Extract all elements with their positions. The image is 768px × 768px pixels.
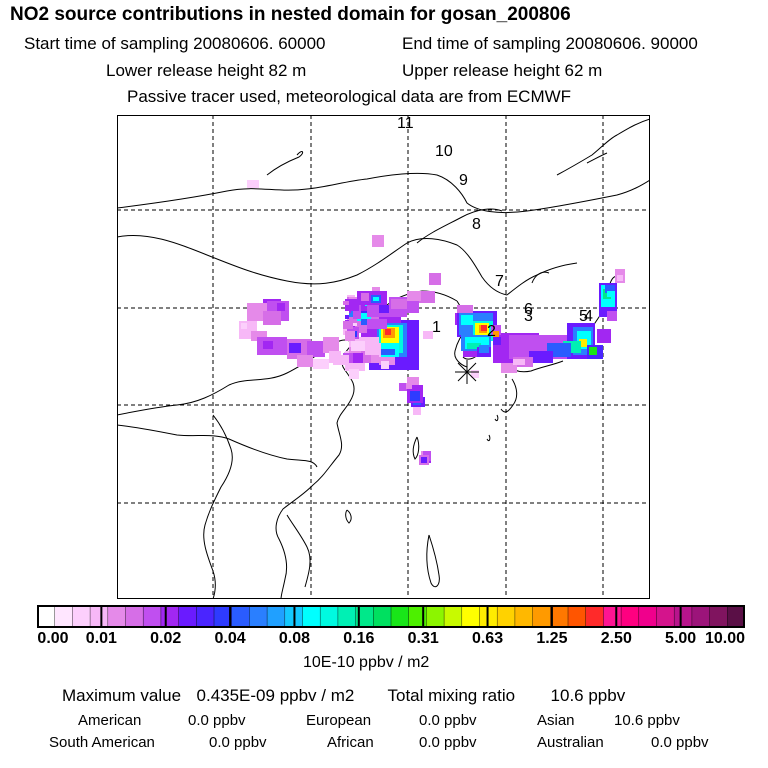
trajectory-label-2: 2	[487, 323, 496, 340]
color-scale-cell	[514, 605, 534, 628]
south-china-field	[406, 383, 429, 465]
trajectory-label-5: 5	[579, 308, 588, 325]
color-scale-cell	[656, 605, 675, 628]
color-scale-cell	[638, 605, 657, 628]
color-scale-cell	[691, 605, 711, 628]
source-name-australian: Australian	[537, 734, 604, 751]
color-scale-cell	[391, 605, 410, 628]
color-scale-cell	[373, 605, 392, 628]
japan-field	[513, 285, 615, 365]
color-scale-cell	[196, 605, 215, 628]
color-scale-tick-label: 0.01	[85, 630, 117, 647]
color-scale-cell	[568, 605, 587, 628]
color-scale-cell	[532, 605, 551, 628]
color-scale-cell	[143, 605, 162, 628]
lower-height-label: Lower release height 82 m	[106, 61, 307, 80]
color-scale-cell	[72, 605, 91, 628]
color-scale-cell	[214, 605, 233, 628]
total-mixing-value: 10.6 ppbv	[550, 686, 626, 705]
color-scale-cell	[107, 605, 126, 628]
color-scale-cell	[37, 605, 56, 628]
color-scale-tick-label: 0.16	[343, 630, 375, 647]
color-scale-cell	[603, 605, 622, 628]
map-panel: 11 10 9 8 7 6 3 5 4 2 1	[117, 115, 650, 599]
color-scale-cell	[90, 605, 109, 628]
color-scale-tick-label: 0.00	[37, 630, 69, 647]
source-value-australian: 0.0 ppbv	[651, 734, 709, 751]
color-scale-cell	[709, 605, 728, 628]
color-scale-units: 10E-10 ppbv / m2	[303, 654, 430, 671]
color-scale-tick-label: 0.31	[407, 630, 439, 647]
color-scale-cell	[426, 605, 445, 628]
color-scale-cell	[497, 605, 516, 628]
color-scale-tick-label: 0.04	[214, 630, 246, 647]
color-scale-tick-label: 0.63	[471, 630, 504, 647]
source-name-european: European	[306, 712, 372, 729]
trajectory-label-11: 11	[397, 115, 414, 132]
color-scale-frame	[37, 605, 745, 628]
color-scale-cell	[231, 605, 250, 628]
source-value-european: 0.0 ppbv	[419, 712, 477, 729]
upper-height-label: Upper release height 62 m	[402, 61, 603, 80]
color-scale-cell	[249, 605, 268, 628]
trajectory-label-8: 8	[472, 216, 481, 233]
color-scale-cell	[355, 605, 374, 628]
source-value-american: 0.0 ppbv	[188, 712, 246, 729]
trajectory-label-3: 3	[524, 308, 533, 325]
summary-row: Maximum value 0.435E-09 ppbv / m2 Total …	[62, 686, 625, 706]
color-scale-tick-label: 0.02	[150, 630, 182, 647]
color-scale-cell	[160, 605, 180, 628]
color-scale-cell	[320, 605, 339, 628]
color-scale-tick-label: 1.25	[536, 630, 568, 647]
color-scale-tick-label: 5.00	[665, 630, 697, 647]
color-scale-cell	[302, 605, 321, 628]
trajectory-label-7: 7	[495, 273, 504, 290]
color-scale-tick-label: 2.50	[600, 630, 632, 647]
color-scale-cell	[54, 605, 73, 628]
color-scale-cell	[585, 605, 604, 628]
source-name-asian: Asian	[537, 712, 575, 729]
color-scale-cell	[444, 605, 463, 628]
color-scale-cell	[461, 605, 480, 628]
receptor-marker	[455, 360, 479, 384]
source-name-south-american: South American	[49, 734, 155, 751]
color-scale-cell	[479, 605, 498, 628]
start-time-label: Start time of sampling 20080606. 60000	[24, 34, 326, 53]
korea-peninsula-field	[455, 305, 501, 357]
color-scale-cell	[267, 605, 286, 628]
color-scale-tick-label: 0.08	[278, 630, 311, 647]
color-scale-cell	[337, 605, 357, 628]
end-time-label: End time of sampling 20080606. 90000	[402, 34, 698, 53]
source-value-asian: 10.6 ppbv	[614, 712, 680, 729]
color-scale-cell	[178, 605, 197, 628]
max-value: 0.435E-09 ppbv / m2	[196, 686, 355, 705]
figure-title: NO2 source contributions in nested domai…	[10, 4, 571, 25]
color-scale-bar	[37, 605, 745, 628]
trajectory-labels: 11 10 9 8 7 6 3 5 4 2 1	[397, 115, 593, 340]
color-scale-tick-label: 10.00	[704, 630, 746, 647]
color-scale-cell	[727, 605, 745, 628]
source-value-south-american: 0.0 ppbv	[209, 734, 267, 751]
trajectory-label-9: 9	[459, 172, 468, 189]
trajectory-label-10: 10	[435, 143, 453, 160]
north-china-coast-field	[357, 291, 421, 329]
tracer-note: Passive tracer used, meteorological data…	[127, 87, 572, 106]
source-value-african: 0.0 ppbv	[419, 734, 477, 751]
total-mixing-label: Total mixing ratio	[387, 686, 516, 705]
map-gridlines	[117, 115, 650, 599]
color-scale-cell	[674, 605, 693, 628]
max-value-label: Maximum value	[62, 686, 182, 705]
trajectory-label-6: 6	[524, 301, 533, 318]
trajectory-label-1: 1	[432, 319, 441, 336]
color-scale-cell	[621, 605, 640, 628]
color-scale-cell	[125, 605, 144, 628]
trajectory-label-4: 4	[584, 308, 593, 325]
color-scale-cell	[550, 605, 569, 628]
source-name-american: American	[78, 712, 142, 729]
source-name-african: African	[327, 734, 374, 751]
inland-china-field	[343, 299, 359, 311]
